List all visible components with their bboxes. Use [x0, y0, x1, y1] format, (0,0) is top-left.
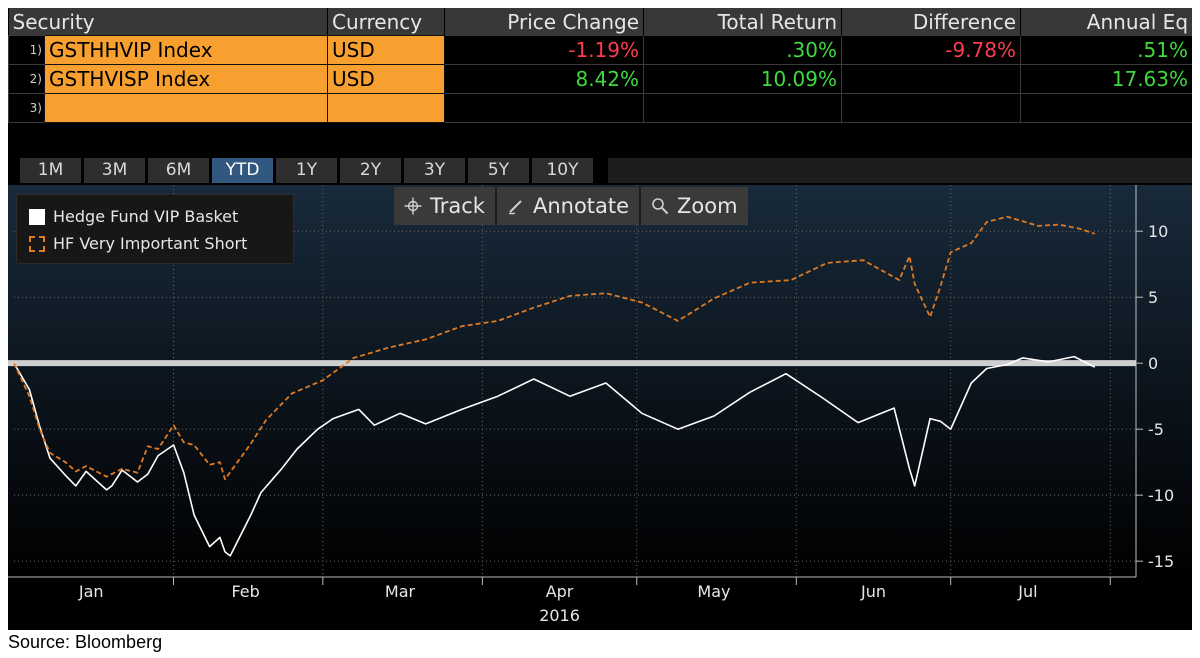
currency-field[interactable] — [327, 93, 446, 123]
annotate-button[interactable]: Annotate — [497, 187, 642, 225]
series-line-short — [13, 215, 1096, 481]
x-tick-label: Mar — [385, 582, 416, 601]
y-tick-label: 0 — [1148, 354, 1158, 373]
row-number: 3) — [8, 93, 45, 123]
x-tick-label: Apr — [546, 582, 574, 601]
period-tabs: 1M 3M 6M YTD 1Y 2Y 3Y 5Y 10Y — [20, 158, 593, 183]
price-change-value: 8.42% — [444, 64, 645, 94]
header-total-return[interactable]: Total Return — [643, 8, 843, 36]
total-return-value: .30% — [643, 35, 843, 65]
legend-swatch-vip — [29, 208, 45, 225]
row-number: 1) — [8, 35, 45, 65]
y-tick-label: -15 — [1148, 552, 1174, 571]
pencil-icon — [508, 200, 522, 215]
y-tick-label: -10 — [1148, 486, 1174, 505]
tab-10y[interactable]: 10Y — [532, 158, 593, 183]
total-return-value — [643, 93, 843, 123]
security-field[interactable] — [43, 93, 329, 123]
y-tick-label: 5 — [1148, 288, 1158, 307]
source-note: Source: Bloomberg — [8, 632, 163, 652]
x-tick-label: Jan — [78, 582, 104, 601]
header-security[interactable]: Security — [8, 8, 329, 36]
x-tick-label: Feb — [231, 582, 259, 601]
annual-eq-value: 17.63% — [1020, 64, 1192, 94]
series-line-vip — [13, 355, 1096, 557]
tab-3m[interactable]: 3M — [84, 158, 145, 183]
header-difference[interactable]: Difference — [841, 8, 1022, 36]
price-change-value: -1.19% — [444, 35, 645, 65]
tab-2y[interactable]: 2Y — [340, 158, 401, 183]
table-header-row: Security Currency Price Change Total Ret… — [8, 8, 1192, 36]
annotate-label: Annotate — [532, 194, 630, 218]
zoom-button[interactable]: Zoom — [641, 187, 748, 225]
total-return-value: 10.09% — [643, 64, 843, 94]
tab-6m[interactable]: 6M — [148, 158, 209, 183]
security-field[interactable]: GSTHHVIP Index — [43, 35, 329, 65]
table-row: 1) GSTHHVIP Index USD -1.19% .30% -9.78%… — [8, 35, 1192, 65]
header-currency[interactable]: Currency — [327, 8, 446, 36]
x-tick-label: Jul — [1017, 582, 1037, 601]
crosshair-icon — [404, 197, 422, 215]
security-field[interactable]: GSTHVISP Index — [43, 64, 329, 94]
track-label: Track — [430, 194, 485, 218]
x-tick-label: May — [697, 582, 730, 601]
track-button[interactable]: Track — [394, 187, 497, 225]
tab-5y[interactable]: 5Y — [468, 158, 529, 183]
row-number: 2) — [8, 64, 45, 94]
tab-strip — [608, 158, 1192, 183]
x-axis-year-label: 2016 — [539, 606, 580, 625]
x-tick-label: Jun — [860, 582, 886, 601]
currency-field[interactable]: USD — [327, 35, 446, 65]
legend-entry-short: HF Very Important Short — [29, 234, 247, 253]
zoom-label: Zoom — [677, 194, 738, 218]
y-tick-label: -5 — [1148, 420, 1164, 439]
price-change-value — [444, 93, 645, 123]
difference-value — [841, 64, 1022, 94]
legend-label-vip: Hedge Fund VIP Basket — [53, 207, 239, 226]
table-row: 2) GSTHVISP Index USD 8.42% 10.09% 17.63… — [8, 64, 1192, 94]
chart-toolbar: Track Annotate Zoom — [394, 187, 748, 225]
currency-field[interactable]: USD — [327, 64, 446, 94]
legend-label-short: HF Very Important Short — [53, 234, 248, 253]
tab-ytd[interactable]: YTD — [212, 158, 273, 183]
magnifier-icon — [652, 198, 669, 215]
annual-eq-value — [1020, 93, 1192, 123]
difference-value — [841, 93, 1022, 123]
tab-1m[interactable]: 1M — [20, 158, 81, 183]
header-price-change[interactable]: Price Change — [444, 8, 645, 36]
bloomberg-terminal: Security Currency Price Change Total Ret… — [8, 8, 1192, 630]
legend-swatch-short — [29, 235, 45, 252]
tab-1y[interactable]: 1Y — [276, 158, 337, 183]
table-row: 3) — [8, 93, 1192, 123]
security-table: Security Currency Price Change Total Ret… — [8, 8, 1192, 123]
legend-entry-vip: Hedge Fund VIP Basket — [29, 207, 238, 226]
tab-3y[interactable]: 3Y — [404, 158, 465, 183]
annual-eq-value: .51% — [1020, 35, 1192, 65]
difference-value: -9.78% — [841, 35, 1022, 65]
header-annual-eq[interactable]: Annual Eq — [1020, 8, 1192, 36]
y-tick-label: 10 — [1148, 222, 1168, 241]
chart-legend: Hedge Fund VIP Basket HF Very Important … — [16, 194, 294, 264]
